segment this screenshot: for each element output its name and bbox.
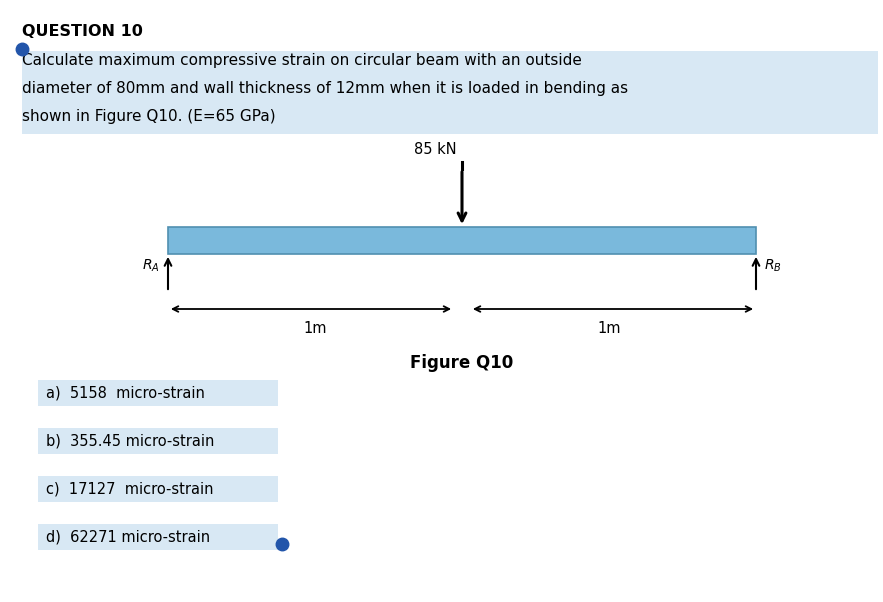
Text: 85 kN: 85 kN — [414, 142, 457, 157]
Text: c)  17127  micro-strain: c) 17127 micro-strain — [46, 482, 214, 497]
Text: QUESTION 10: QUESTION 10 — [22, 24, 143, 39]
Bar — [38, 524, 278, 550]
Bar — [38, 380, 278, 406]
Bar — [38, 476, 278, 502]
Text: a)  5158  micro-strain: a) 5158 micro-strain — [46, 385, 205, 400]
Text: 1m: 1m — [303, 321, 327, 336]
Bar — [168, 227, 756, 254]
Text: diameter of 80mm and wall thickness of 12mm when it is loaded in bending as: diameter of 80mm and wall thickness of 1… — [22, 81, 628, 96]
Text: shown in Figure Q10. (E=65 GPa): shown in Figure Q10. (E=65 GPa) — [22, 109, 275, 124]
Bar — [38, 428, 278, 454]
Text: b)  355.45 micro-strain: b) 355.45 micro-strain — [46, 433, 215, 448]
Text: d)  62271 micro-strain: d) 62271 micro-strain — [46, 530, 210, 544]
Text: 1m: 1m — [597, 321, 621, 336]
Bar — [22, 51, 878, 134]
Text: Figure Q10: Figure Q10 — [411, 354, 514, 372]
Text: $R_B$: $R_B$ — [764, 258, 781, 275]
Text: Calculate maximum compressive strain on circular beam with an outside: Calculate maximum compressive strain on … — [22, 53, 582, 68]
Text: $R_A$: $R_A$ — [142, 258, 160, 275]
